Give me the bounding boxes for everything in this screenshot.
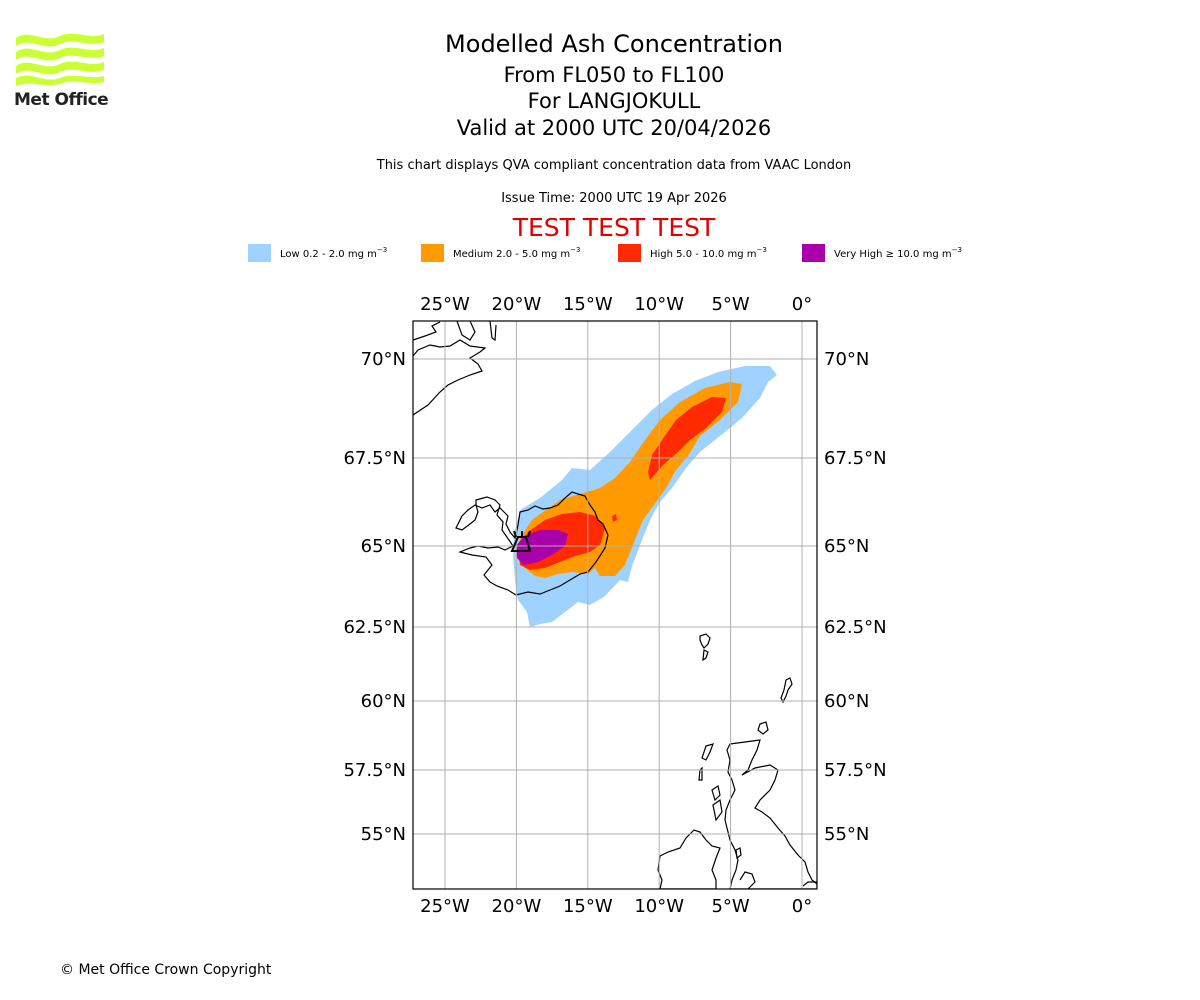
lat-tick-label-right: 67.5°N [824,448,887,469]
valid-time: Valid at 2000 UTC 20/04/2026 [456,116,772,140]
lat-tick-label-right: 57.5°N [824,760,887,781]
legend-swatch-very-high [802,244,825,262]
legend-label-high: High 5.0 - 10.0 mg m−3 [650,246,767,260]
logo-text: Met Office [14,90,109,110]
lon-tick-label-top: 5°W [711,294,749,315]
lat-tick-label-left: 70°N [361,349,406,370]
faroe-islands-coast [699,633,711,649]
legend-swatch-high [618,244,641,262]
lon-tick-label-bottom: 25°W [420,896,470,917]
legend-swatch-medium [421,244,444,262]
flight-level-range: From FL050 to FL100 [503,63,725,87]
lon-tick-label-top: 20°W [492,294,542,315]
issue-time: Issue Time: 2000 UTC 19 Apr 2026 [501,191,727,206]
wave-logo-icon [16,33,104,86]
lat-tick-label-left: 65°N [361,536,406,557]
lon-tick-label-top: 0° [792,294,812,315]
iceland-coast [455,491,609,596]
legend-item-medium: Medium 2.0 - 5.0 mg m−3 [421,244,580,262]
lon-tick-label-bottom: 5°W [711,896,749,917]
legend-label-very-high: Very High ≥ 10.0 mg m−3 [834,246,962,260]
lon-tick-label-top: 25°W [420,294,470,315]
legend-label-medium: Medium 2.0 - 5.0 mg m−3 [453,246,581,260]
ash-very-high-contour [516,530,568,565]
legend-label-low: Low 0.2 - 2.0 mg m−3 [280,246,388,260]
lat-tick-label-left: 67.5°N [343,448,406,469]
chart-title: Modelled Ash Concentration [445,30,783,58]
subtitle: This chart displays QVA compliant concen… [376,158,852,173]
legend-swatch-low [248,244,271,262]
lat-tick-label-left: 55°N [361,824,406,845]
lat-tick-label-right: 55°N [824,824,869,845]
lat-tick-label-right: 70°N [824,349,869,370]
great-britain-coast [724,739,817,889]
volcano-name: For LANGJOKULL [527,89,701,113]
volcano-marker-icon [510,530,532,552]
legend-item-very-high: Very High ≥ 10.0 mg m−3 [802,244,962,262]
lat-tick-label-right: 60°N [824,691,869,712]
ireland-coast [657,829,721,889]
shetland-coast [780,677,793,704]
lon-tick-label-bottom: 20°W [492,896,542,917]
met-office-logo [14,30,106,110]
legend-item-high: High 5.0 - 10.0 mg m−3 [618,244,767,262]
lon-tick-label-bottom: 15°W [563,896,613,917]
lat-tick-label-left: 60°N [361,691,406,712]
coastlines [413,321,817,889]
lat-tick-label-right: 65°N [824,536,869,557]
lon-tick-label-top: 15°W [563,294,613,315]
copyright: © Met Office Crown Copyright [60,962,272,978]
lat-tick-label-right: 62.5°N [824,617,887,638]
lon-tick-label-top: 10°W [634,294,684,315]
test-banner: TEST TEST TEST [512,213,716,242]
map-frame [412,320,818,890]
greenland-coast [413,339,487,416]
legend-item-low: Low 0.2 - 2.0 mg m−3 [248,244,387,262]
lon-tick-label-bottom: 0° [792,896,812,917]
lon-tick-label-bottom: 10°W [634,896,684,917]
lat-tick-label-left: 57.5°N [343,760,406,781]
lat-tick-label-left: 62.5°N [343,617,406,638]
